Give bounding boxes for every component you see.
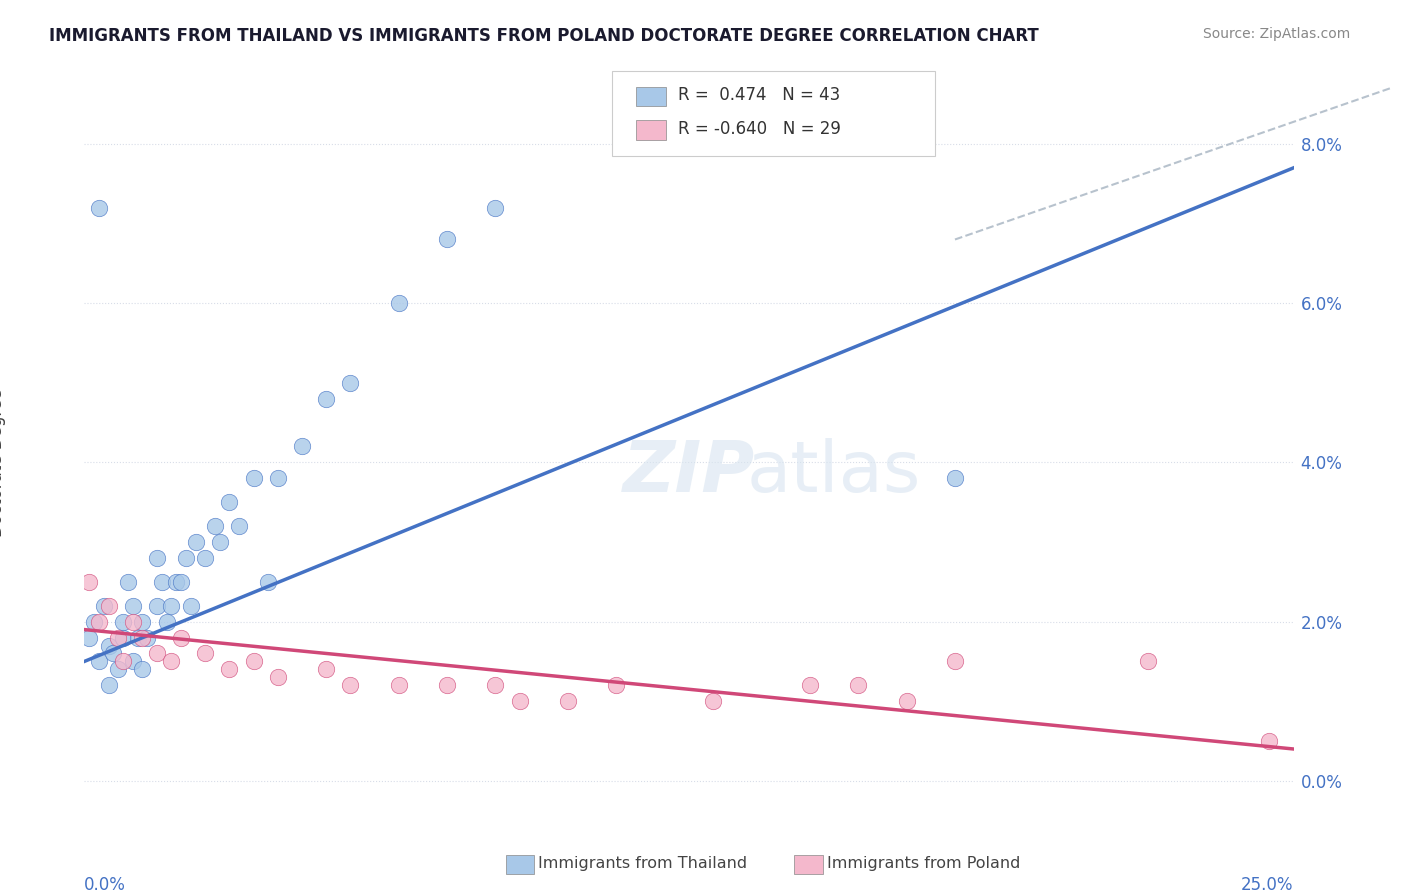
- Point: [242, 471, 264, 485]
- Point: [146, 647, 169, 661]
- Text: atlas: atlas: [747, 438, 921, 508]
- Point: [204, 519, 226, 533]
- Point: [315, 662, 337, 676]
- Point: [605, 678, 627, 692]
- Point: [436, 232, 458, 246]
- Point: [165, 574, 187, 589]
- Point: [484, 678, 506, 692]
- Point: [97, 678, 120, 692]
- Point: [702, 694, 724, 708]
- Point: [799, 678, 821, 692]
- Text: Immigrants from Thailand: Immigrants from Thailand: [538, 856, 748, 871]
- Point: [1258, 734, 1281, 748]
- Point: [194, 550, 217, 565]
- Point: [127, 631, 149, 645]
- Point: [121, 615, 143, 629]
- Point: [242, 655, 264, 669]
- Point: [121, 655, 143, 669]
- Point: [194, 647, 217, 661]
- Point: [107, 631, 129, 645]
- Point: [388, 678, 411, 692]
- Point: [146, 599, 169, 613]
- Point: [339, 678, 361, 692]
- Text: R = -0.640   N = 29: R = -0.640 N = 29: [678, 120, 841, 138]
- Point: [174, 550, 197, 565]
- Point: [107, 662, 129, 676]
- Text: Doctorate Degree: Doctorate Degree: [0, 388, 6, 537]
- Point: [291, 440, 314, 454]
- Point: [160, 655, 183, 669]
- Point: [943, 655, 966, 669]
- Point: [267, 670, 290, 684]
- Text: IMMIGRANTS FROM THAILAND VS IMMIGRANTS FROM POLAND DOCTORATE DEGREE CORRELATION : IMMIGRANTS FROM THAILAND VS IMMIGRANTS F…: [49, 27, 1039, 45]
- Point: [218, 662, 240, 676]
- Point: [97, 639, 120, 653]
- Point: [93, 599, 115, 613]
- Point: [87, 615, 110, 629]
- Text: 0.0%: 0.0%: [84, 876, 127, 892]
- Point: [557, 694, 579, 708]
- Point: [103, 647, 125, 661]
- Point: [112, 631, 135, 645]
- Point: [436, 678, 458, 692]
- Point: [97, 599, 120, 613]
- Point: [484, 201, 506, 215]
- Point: [184, 535, 207, 549]
- Point: [896, 694, 918, 708]
- Point: [1137, 655, 1160, 669]
- Point: [131, 662, 153, 676]
- Point: [267, 471, 290, 485]
- Text: Immigrants from Poland: Immigrants from Poland: [827, 856, 1021, 871]
- Point: [87, 655, 110, 669]
- Point: [509, 694, 531, 708]
- Text: 25.0%: 25.0%: [1241, 876, 1294, 892]
- Point: [208, 535, 231, 549]
- Point: [943, 471, 966, 485]
- Point: [160, 599, 183, 613]
- Point: [257, 574, 280, 589]
- Point: [315, 392, 337, 406]
- Point: [146, 550, 169, 565]
- Point: [77, 574, 100, 589]
- Text: Source: ZipAtlas.com: Source: ZipAtlas.com: [1202, 27, 1350, 41]
- Point: [155, 615, 177, 629]
- Point: [228, 519, 250, 533]
- Point: [339, 376, 361, 390]
- Point: [136, 631, 159, 645]
- Point: [388, 296, 411, 310]
- Point: [83, 615, 105, 629]
- Point: [77, 631, 100, 645]
- Point: [150, 574, 173, 589]
- Point: [180, 599, 202, 613]
- Point: [87, 201, 110, 215]
- Point: [131, 631, 153, 645]
- Point: [170, 631, 193, 645]
- Text: ZIP: ZIP: [623, 438, 755, 508]
- Point: [121, 599, 143, 613]
- Point: [112, 655, 135, 669]
- Point: [218, 495, 240, 509]
- Point: [170, 574, 193, 589]
- Point: [112, 615, 135, 629]
- Text: R =  0.474   N = 43: R = 0.474 N = 43: [678, 87, 839, 104]
- Point: [846, 678, 869, 692]
- Point: [131, 615, 153, 629]
- Point: [117, 574, 139, 589]
